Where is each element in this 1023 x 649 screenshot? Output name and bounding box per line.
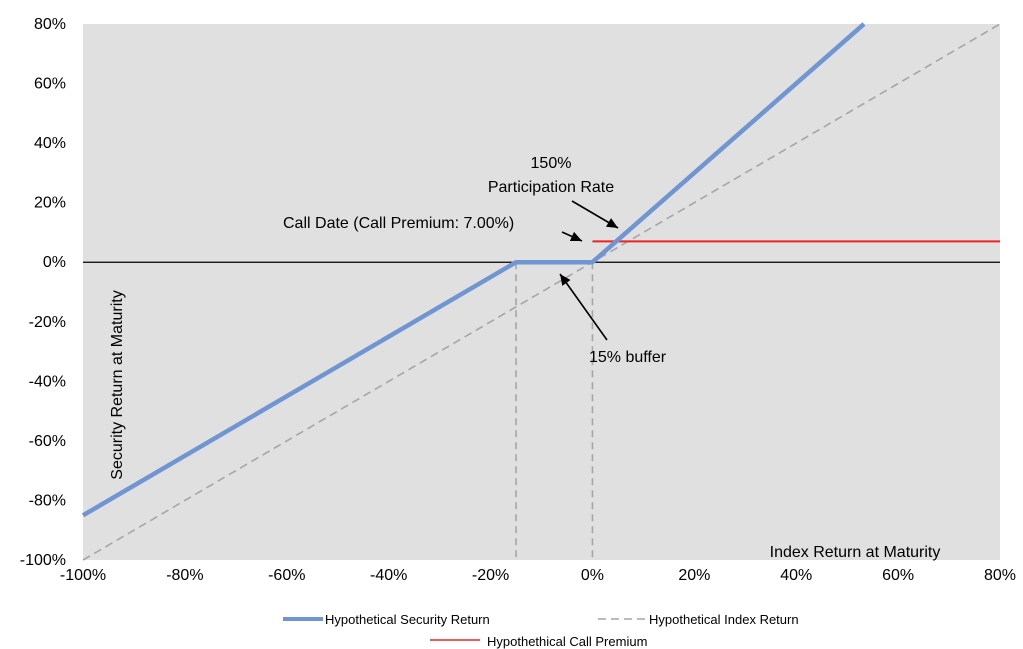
y-tick-label: -20% <box>29 314 66 331</box>
series-lines <box>81 22 1001 561</box>
y-tick-label: 80% <box>34 16 66 33</box>
x-tick-label: 0% <box>581 567 604 584</box>
y-axis-ticks: 80% 60% 40% 20% 0% -20% -40% -60% -80% -100% <box>20 16 66 569</box>
index-return-line <box>82 23 1001 561</box>
x-tick-label: 40% <box>780 567 812 584</box>
participation-annotation-line2: Participation Rate <box>488 179 614 196</box>
x-tick-label: -100% <box>60 567 106 584</box>
y-tick-label: -80% <box>29 492 66 509</box>
legend-label: Hypothetical Index Return <box>649 612 799 627</box>
y-axis-title: Security Return at Maturity <box>109 290 126 479</box>
x-tick-label: -60% <box>268 567 305 584</box>
y-tick-label: 20% <box>34 195 66 212</box>
legend-label: Hypothethical Call Premium <box>487 634 647 649</box>
y-tick-label: 40% <box>34 135 66 152</box>
x-tick-label: -20% <box>472 567 509 584</box>
buffer-arrow <box>559 273 608 341</box>
call-date-annotation: Call Date (Call Premium: 7.00%) <box>283 215 514 232</box>
buffer-annotation: 15% buffer <box>589 349 667 366</box>
x-tick-label: 80% <box>984 567 1016 584</box>
x-axis-ticks: -100% -80% -60% -40% -20% 0% 20% 40% 60% 80% <box>60 567 1016 584</box>
x-tick-label: -80% <box>166 567 203 584</box>
y-tick-label: -40% <box>29 373 66 390</box>
x-tick-label: 20% <box>678 567 710 584</box>
legend-label: Hypothetical Security Return <box>325 612 490 627</box>
y-tick-label: 60% <box>34 76 66 93</box>
annotation-arrows <box>559 200 619 341</box>
y-tick-label: 0% <box>43 254 66 271</box>
legend: Hypothetical Security Return Hypothetical… <box>283 612 799 649</box>
participation-arrow-head <box>605 218 618 228</box>
participation-annotation-line1: 150% <box>531 155 572 172</box>
x-tick-label: 60% <box>882 567 914 584</box>
call-date-arrow-head <box>569 231 582 242</box>
x-axis-title: Index Return at Maturity <box>770 544 941 561</box>
security-return-line <box>81 22 866 518</box>
x-tick-label: -40% <box>370 567 407 584</box>
buffer-arrow-head <box>560 274 571 286</box>
y-tick-label: -60% <box>29 433 66 450</box>
y-tick-label: -100% <box>20 552 66 569</box>
